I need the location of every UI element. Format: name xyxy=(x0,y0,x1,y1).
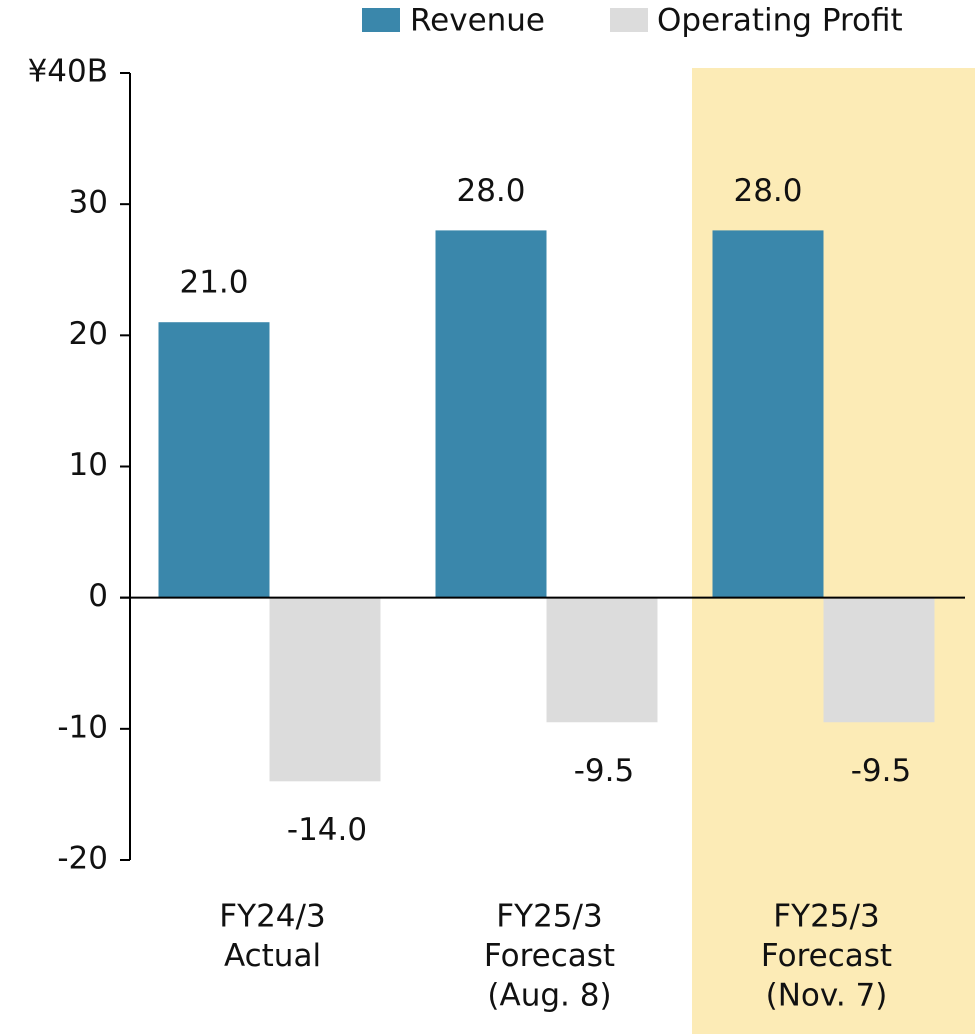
value-label: 21.0 xyxy=(179,265,248,301)
x-tick-label: FY25/3 xyxy=(773,899,879,935)
value-label: -9.5 xyxy=(574,753,635,789)
x-tick-label: (Aug. 8) xyxy=(487,978,611,1014)
legend-label: Revenue xyxy=(410,3,545,39)
value-label: -9.5 xyxy=(851,753,912,789)
y-tick-label: 10 xyxy=(69,447,108,483)
bar xyxy=(823,597,935,723)
x-tick-label: FY24/3 xyxy=(219,899,325,935)
x-tick-label: Forecast xyxy=(761,938,892,974)
x-tick-label: Actual xyxy=(224,938,321,974)
y-tick-label: 30 xyxy=(69,185,108,221)
value-label: 28.0 xyxy=(456,173,525,209)
x-tick-label: FY25/3 xyxy=(496,899,602,935)
bar xyxy=(158,322,270,598)
y-tick-label: 0 xyxy=(88,578,108,614)
legend-swatch xyxy=(610,8,648,32)
x-tick-label: (Nov. 7) xyxy=(766,978,888,1014)
bar xyxy=(546,597,658,723)
x-tick-label: Forecast xyxy=(484,938,615,974)
y-tick-label: -10 xyxy=(57,709,108,745)
y-tick-label: 20 xyxy=(69,316,108,352)
y-tick-label: -20 xyxy=(57,841,108,877)
value-label: 28.0 xyxy=(733,173,802,209)
bar xyxy=(269,597,381,782)
legend-swatch xyxy=(362,8,400,32)
bar xyxy=(435,230,547,598)
legend-label: Operating Profit xyxy=(657,3,903,39)
y-tick-label: ¥40B xyxy=(28,54,108,90)
value-label: -14.0 xyxy=(287,812,367,848)
bar xyxy=(712,230,824,598)
